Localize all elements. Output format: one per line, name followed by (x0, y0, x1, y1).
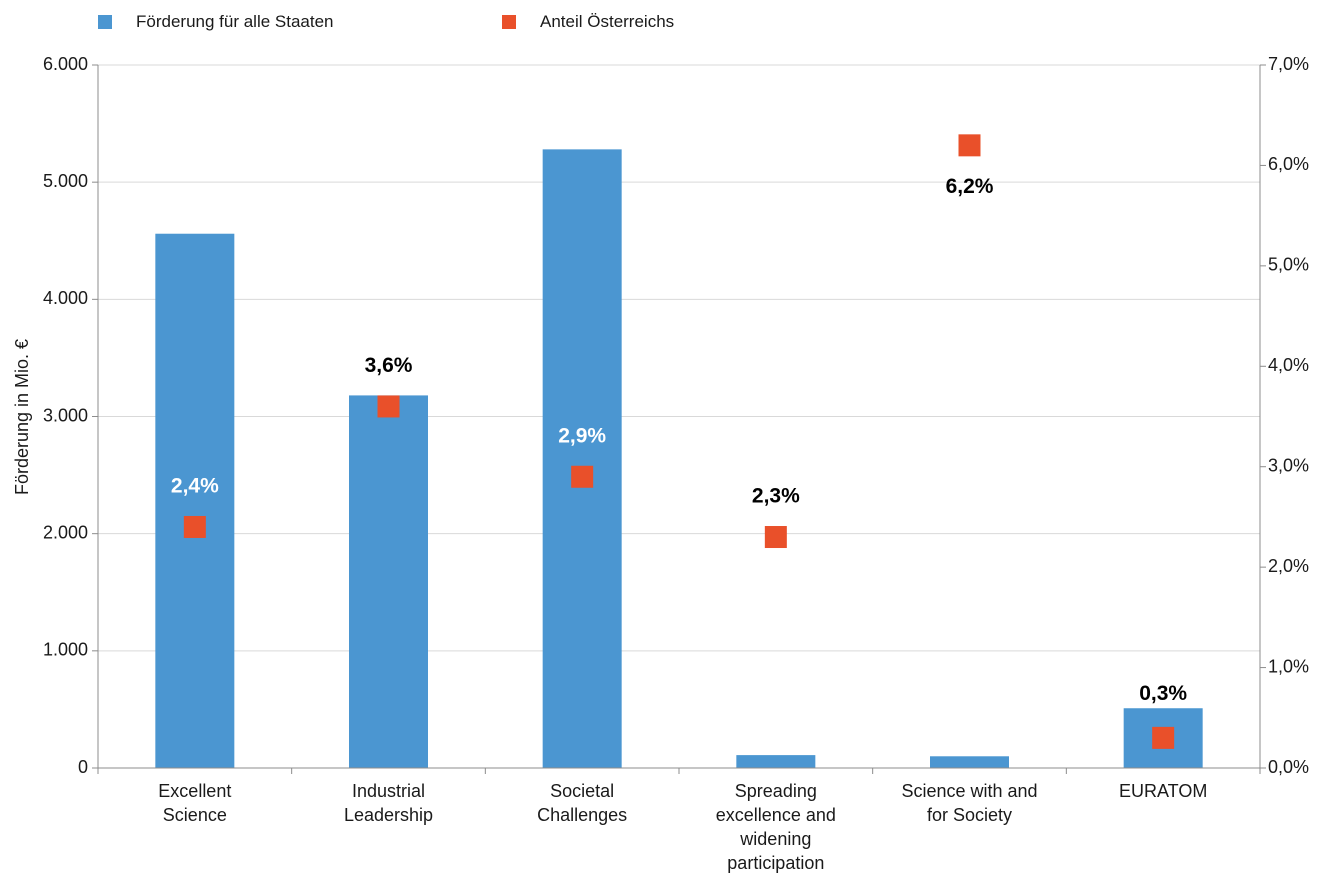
category-labels: Excellent Science Industrial Leadership Soci… (158, 781, 1207, 873)
y2-tick-label: 2,0% (1268, 556, 1309, 576)
y-tick-label: 5.000 (43, 171, 88, 191)
bar (930, 756, 1009, 768)
bar (542, 149, 622, 769)
y-tick-label: 1.000 (43, 640, 88, 660)
tick-labels: 0 1.000 2.000 3.000 4.000 5.000 6.000 0,0% 1,0% 2… (43, 54, 1309, 777)
marker (183, 515, 206, 538)
data-label: 6,2% (946, 175, 994, 198)
markers (183, 134, 1175, 749)
axes (92, 64, 1266, 774)
gridlines (98, 64, 1260, 652)
marker (1152, 726, 1175, 749)
legend-swatch-funding (98, 15, 112, 29)
data-label: 2,9% (558, 424, 606, 447)
x-category-label: Excellent Science (158, 781, 231, 825)
marker (571, 465, 594, 488)
marker (764, 526, 787, 549)
legend-label-austria-share: Anteil Österreichs (540, 12, 675, 31)
legend-item-austria-share: Anteil Österreichs (502, 10, 674, 34)
data-label: 2,3% (752, 485, 800, 508)
data-label: 2,4% (171, 475, 219, 498)
y2-tick-label: 3,0% (1268, 455, 1309, 475)
y2-tick-label: 1,0% (1268, 656, 1309, 676)
y2-tick-label: 5,0% (1268, 255, 1309, 275)
y2-tick-label: 0,0% (1268, 757, 1309, 777)
x-category-label: EURATOM (1119, 781, 1207, 801)
y2-tick-label: 4,0% (1268, 355, 1309, 375)
y-tick-label: 4.000 (43, 288, 88, 308)
y-tick-label: 6.000 (43, 54, 88, 74)
bar (155, 233, 235, 769)
bar (349, 395, 428, 768)
bar (736, 755, 816, 768)
y2-tick-label: 7,0% (1268, 54, 1309, 74)
legend-item-funding: Förderung für alle Staaten (98, 10, 334, 34)
y-tick-label: 3.000 (43, 405, 88, 425)
legend-swatch-austria-share (502, 15, 516, 29)
marker (958, 134, 981, 157)
x-category-label: Industrial Leadership (344, 781, 433, 825)
x-category-label: Societal Challenges (537, 781, 627, 825)
y-tick-label: 2.000 (43, 522, 88, 542)
data-labels: 2,4% 3,6% 2,9% 2,3% 6,2% 0,3% (171, 175, 1188, 705)
legend-label-funding: Förderung für alle Staaten (136, 12, 334, 31)
marker (377, 395, 400, 418)
x-category-label: Science with and for Society (901, 781, 1037, 825)
data-label: 3,6% (365, 354, 413, 377)
data-label: 0,3% (1139, 682, 1187, 705)
y-tick-label: 0 (78, 757, 88, 777)
bars (155, 149, 1203, 769)
x-category-label: Spreading excellence and widening participa… (716, 781, 836, 873)
y2-tick-label: 6,0% (1268, 154, 1309, 174)
y-axis-label: Förderung in Mio. € (12, 339, 32, 495)
